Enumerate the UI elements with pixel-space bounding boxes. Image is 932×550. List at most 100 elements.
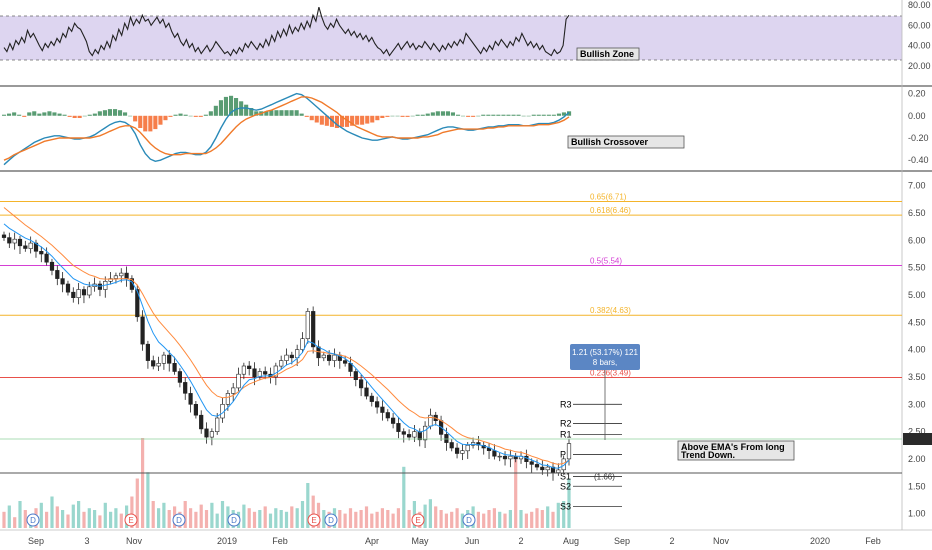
volume-bar: [407, 510, 411, 528]
event-marker-5: D: [324, 513, 338, 527]
macd-hist-bar: [47, 111, 52, 116]
volume-bar: [460, 513, 464, 528]
candle-body: [97, 283, 102, 290]
price-tick-2: 6.00: [908, 235, 926, 245]
volume-bar: [39, 502, 43, 528]
pivot-label-S2: S2: [560, 481, 571, 491]
volume-bar: [503, 513, 507, 528]
macd-hist-bar: [430, 112, 435, 116]
volume-bar: [61, 510, 65, 528]
macd-hist-bar: [541, 114, 546, 116]
volume-bar: [279, 510, 283, 528]
macd-hist-bar: [506, 114, 511, 116]
macd-hist-bar: [486, 114, 491, 116]
candle-body: [289, 354, 294, 359]
macd-hist-bar: [450, 112, 455, 116]
volume-bar: [428, 499, 432, 528]
event-marker-label: D: [466, 516, 472, 525]
candle-body: [65, 283, 71, 293]
macd-hist-bar: [425, 113, 430, 116]
pivot-label-R1: R1: [560, 429, 572, 439]
candle-body: [252, 368, 257, 378]
price-tick-12: 1.00: [908, 509, 926, 519]
ema-fast-line: [3, 223, 570, 469]
candle-body: [241, 365, 247, 375]
price-tick-11: 1.50: [908, 481, 926, 491]
macd-hist-bar: [92, 113, 97, 116]
macd-hist-bar: [435, 111, 440, 116]
time-tick-3: 2019: [217, 536, 237, 546]
candle-body: [279, 360, 284, 367]
candle-body: [444, 434, 449, 443]
macd-hist-bar: [17, 114, 22, 116]
volume-bar: [167, 510, 171, 528]
volume-bar: [524, 513, 528, 528]
macd-hist-bar: [561, 112, 566, 116]
fib-label-0: 0.65(6.71): [590, 193, 627, 202]
candle-body: [545, 466, 550, 471]
volume-bar: [141, 438, 145, 528]
volume-bar: [7, 505, 11, 528]
event-marker-circle: [411, 513, 425, 527]
macd-hist-bar: [82, 115, 87, 117]
bullish-zone-box[interactable]: Bullish Zone: [576, 47, 640, 61]
volume-bar: [354, 511, 358, 528]
price-tick-1: 6.50: [908, 208, 926, 218]
macd-hist-bar: [471, 115, 476, 117]
volume-bar: [492, 508, 496, 528]
event-marker-7: D: [462, 513, 476, 527]
macd-hist-bar: [516, 114, 521, 116]
candle-body: [81, 289, 87, 296]
volume-bar: [77, 501, 81, 528]
volume-bar: [204, 510, 209, 528]
fib-label-1: 0.618(6.46): [590, 206, 631, 215]
volume-bar: [242, 504, 246, 528]
candle-body: [49, 261, 55, 271]
volume-bar: [98, 515, 102, 528]
event-marker-1: E: [124, 513, 138, 527]
pivot-s1-value: (1.66): [594, 472, 615, 481]
price-tick-9: 2.50: [908, 427, 926, 437]
macd-hist-bar: [329, 115, 334, 127]
measure-tooltip[interactable]: 1.21 (53.17%) 121 8 bars,: [570, 344, 640, 440]
macd-hist-bar: [57, 113, 62, 116]
time-tick-13: 2020: [810, 536, 830, 546]
candle-body: [44, 253, 49, 263]
macd-hist-bar: [309, 115, 314, 121]
candle-body: [422, 425, 428, 441]
volume-bar: [82, 511, 86, 528]
candle-body: [497, 455, 502, 458]
macd-hist-bar: [128, 115, 133, 117]
macd-hist-bar: [556, 113, 561, 116]
macd-hist-bar: [405, 115, 410, 117]
pivot-label-S3: S3: [560, 501, 571, 511]
rsi-line: [3, 6, 570, 57]
volume-bar: [55, 506, 59, 528]
volume-bar: [130, 496, 134, 528]
pivot-label-R2: R2: [560, 418, 572, 428]
candle-body: [364, 387, 369, 397]
volume-bar: [226, 506, 230, 528]
ema-note-box[interactable]: Above EMA's From long Trend Down.: [677, 440, 795, 461]
macd-hist-bar: [395, 115, 400, 117]
event-marker-label: D: [328, 516, 334, 525]
candle-body: [177, 371, 183, 383]
volume-bar: [375, 511, 379, 528]
volume-bar: [338, 510, 342, 528]
price-tick-4: 5.00: [908, 290, 926, 300]
volume-bar: [290, 506, 294, 528]
macd-tick-2: -0.20: [908, 133, 929, 143]
volume-bar: [194, 511, 198, 528]
bullish-crossover-box[interactable]: Bullish Crossover: [567, 135, 685, 149]
macd-hist-bar: [203, 114, 208, 116]
volume-bar: [482, 513, 486, 528]
rsi-axis: 80.00 60.00 40.00 20.00: [908, 0, 931, 71]
macd-hist-bar: [324, 115, 329, 126]
macd-hist-bar: [445, 111, 450, 116]
price-tick-8: 3.00: [908, 399, 926, 409]
macd-hist-bar: [375, 115, 380, 121]
candle-body: [199, 414, 204, 430]
price-tick-10: 2.00: [908, 454, 926, 464]
event-marker-circle: [324, 513, 338, 527]
